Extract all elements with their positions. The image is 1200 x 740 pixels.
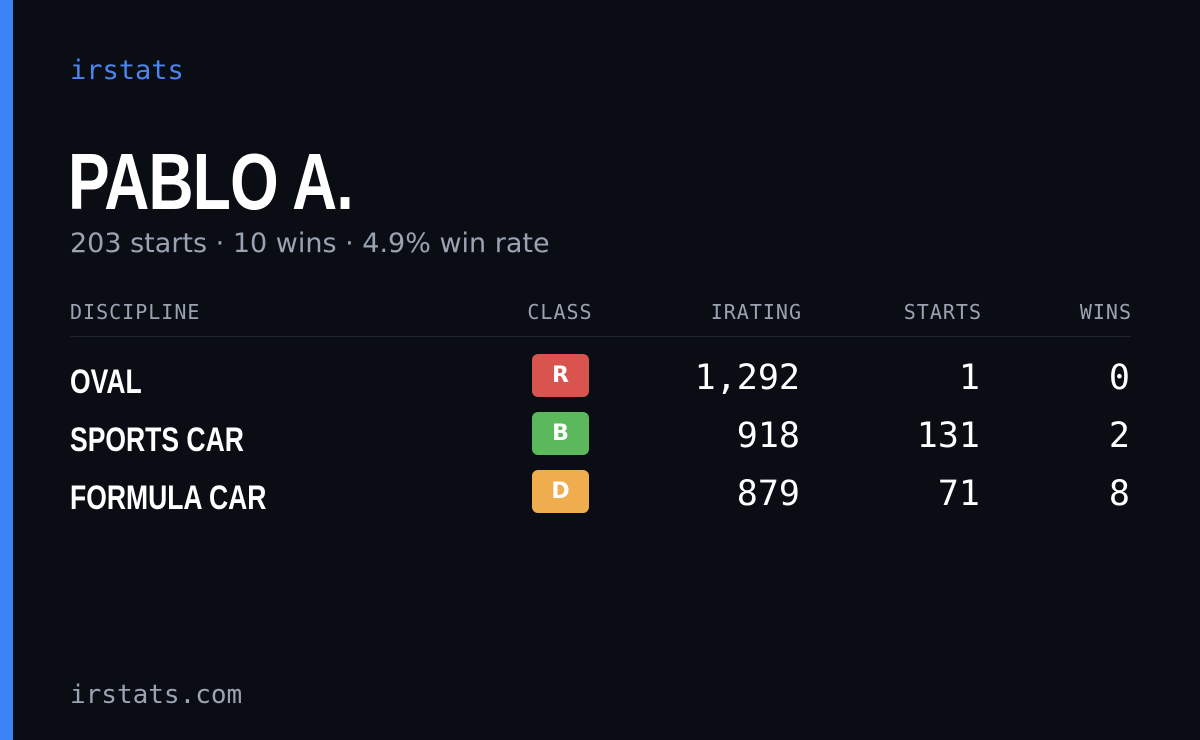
class-badge: R	[532, 354, 589, 397]
discipline-label: FORMULA CAR	[70, 479, 267, 517]
header-wins: WINS	[1079, 300, 1132, 324]
driver-name: PABLO A.	[68, 137, 354, 226]
header-class: CLASS	[527, 300, 593, 324]
discipline-label: SPORTS CAR	[70, 421, 244, 459]
irating-value: 1,292	[694, 358, 800, 398]
starts-value: 71	[937, 474, 980, 514]
header-starts: STARTS	[903, 300, 982, 324]
wins-value: 8	[1108, 474, 1130, 514]
irating-value: 879	[736, 474, 800, 514]
starts-value: 131	[916, 416, 980, 456]
header-discipline: DISCIPLINE	[70, 300, 201, 324]
class-badge: D	[532, 470, 589, 513]
discipline-label: OVAL	[70, 363, 142, 401]
table-row-sports-car: SPORTS CAR B 918 131 2	[0, 412, 1200, 470]
wins-value: 0	[1108, 358, 1130, 398]
header-irating: IRATING	[710, 300, 802, 324]
table-row-formula-car: FORMULA CAR D 879 71 8	[0, 470, 1200, 528]
driver-summary: 203 starts · 10 wins · 4.9% win rate	[70, 228, 550, 259]
wins-value: 2	[1108, 416, 1130, 456]
accent-bar	[0, 0, 13, 740]
class-badge: B	[532, 412, 589, 455]
footer-url[interactable]: irstats.com	[70, 680, 243, 710]
header-divider	[70, 336, 1131, 337]
starts-value: 1	[958, 358, 980, 398]
irating-value: 918	[736, 416, 800, 456]
brand-logo-text[interactable]: irstats	[70, 55, 184, 86]
table-row-oval: OVAL R 1,292 1 0	[0, 354, 1200, 412]
